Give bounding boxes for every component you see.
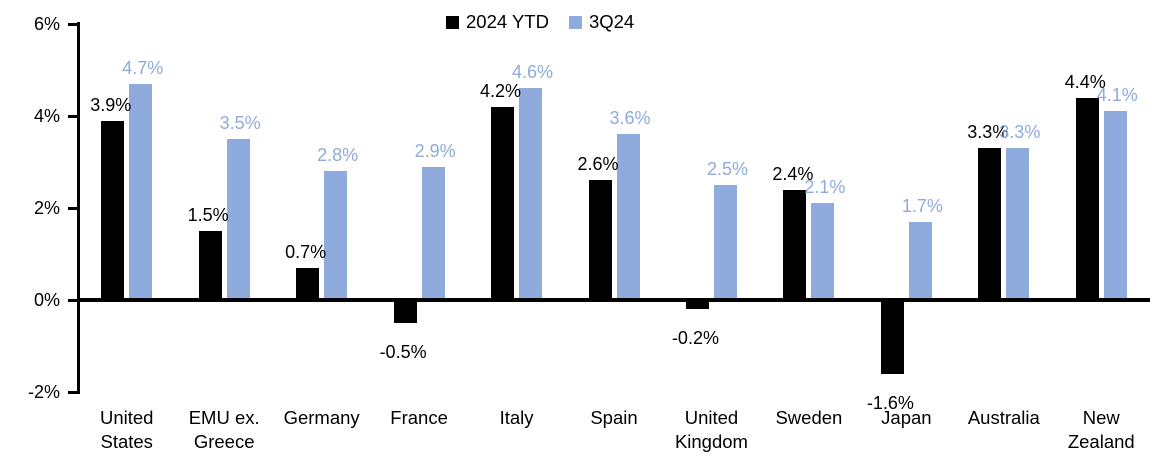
y-axis-tick-label-6: 6% [33, 14, 60, 34]
bar-2024-ytd-japan [880, 300, 904, 374]
category-label-emu-ex-greece: EMU ex. Greece [188, 407, 260, 452]
bar-3q24-spain [616, 134, 640, 300]
category-label-japan: Japan [881, 407, 932, 428]
bar-2024-ytd-spain [588, 180, 612, 300]
bar-label-3q24-new-zealand: 4.1% [1096, 85, 1138, 106]
y-axis-tick-mark [68, 114, 77, 118]
bar-2024-ytd-germany [296, 267, 320, 300]
legend-label-2024-ytd: 2024 YTD [466, 11, 549, 32]
bar-label-3q24-spain: 3.6% [609, 108, 651, 129]
bar-2024-ytd-united-kingdom [685, 300, 709, 310]
bar-label-3q24-italy: 4.6% [512, 62, 554, 83]
bar-2024-ytd-emu-ex-greece [198, 231, 222, 300]
bar-3q24-united-states [129, 83, 153, 300]
legend-label-3q24: 3Q24 [588, 11, 635, 32]
legend-item-2024-ytd: 2024 YTD [446, 11, 549, 33]
bar-3q24-emu-ex-greece [226, 139, 250, 300]
bar-label-3q24-united-kingdom: 2.5% [706, 159, 748, 179]
category-label-germany: Germany [283, 407, 360, 428]
bar-label-2024-ytd-france: -0.5% [379, 342, 427, 362]
bar-label-2024-ytd-japan: -1.6% [866, 392, 914, 413]
category-label-italy: Italy [499, 407, 534, 428]
bar-2024-ytd-italy [491, 106, 515, 300]
bar-label-3q24-germany: 2.8% [317, 145, 359, 166]
y-axis-line [76, 22, 80, 394]
bar-label-2024-ytd-spain: 2.6% [577, 154, 619, 175]
bar-label-2024-ytd-germany: 0.7% [285, 241, 327, 262]
bar-3q24-germany [324, 171, 348, 300]
legend-swatch-3q24 [568, 15, 582, 29]
category-label-united-kingdom: United Kingdom [674, 407, 748, 452]
bar-label-3q24-japan: 1.7% [901, 195, 943, 216]
y-axis-tick-mark [68, 390, 77, 394]
bar-label-3q24-united-states: 4.7% [122, 57, 164, 78]
bar-label-2024-ytd-united-kingdom: -0.2% [671, 328, 719, 349]
chart-legend: 2024 YTD 3Q24 [446, 11, 634, 33]
category-label-france: France [390, 407, 448, 428]
y-axis-tick-mark [68, 298, 77, 302]
bar-label-2024-ytd-sweden: 2.4% [772, 163, 814, 184]
bar-label-3q24-emu-ex-greece: 3.5% [219, 113, 261, 133]
bar-3q24-italy [519, 88, 543, 300]
category-label-sweden: Sweden [775, 407, 843, 428]
bar-2024-ytd-sweden [783, 189, 807, 300]
bar-3q24-new-zealand [1103, 111, 1127, 300]
y-axis-tick-label-2: 2% [33, 198, 60, 218]
category-label-new-zealand: New Zealand [1067, 407, 1135, 452]
category-label-spain: Spain [590, 407, 638, 428]
bar-label-2024-ytd-united-states: 3.9% [90, 94, 132, 115]
bar-label-2024-ytd-emu-ex-greece: 1.5% [187, 205, 229, 225]
bar-3q24-australia [1006, 148, 1030, 300]
bar-2024-ytd-france [393, 300, 417, 323]
bar-3q24-japan [908, 221, 932, 300]
legend-swatch-2024-ytd [446, 15, 459, 29]
y-axis-tick-label-4: 4% [33, 106, 60, 126]
bar-label-3q24-sweden: 2.1% [804, 177, 846, 198]
bar-label-3q24-australia: 3.3% [999, 122, 1041, 143]
y-axis-tick-label-0: 0% [33, 290, 60, 310]
bar-2024-ytd-australia [978, 148, 1002, 300]
bar-2024-ytd-new-zealand [1075, 97, 1099, 300]
bar-label-3q24-france: 2.9% [414, 140, 456, 161]
bar-label-2024-ytd-new-zealand: 4.4% [1064, 71, 1106, 92]
bar-2024-ytd-united-states [101, 120, 125, 300]
x-axis-line [76, 298, 1150, 302]
category-label-united-states: United States [99, 407, 154, 452]
category-label-australia: Australia [967, 407, 1040, 428]
y-axis-tick-mark [68, 22, 77, 26]
y-axis-tick-label-2: -2% [27, 382, 60, 402]
legend-item-3q24: 3Q24 [568, 11, 635, 33]
y-axis-tick-mark [68, 206, 77, 210]
bar-3q24-united-kingdom [713, 185, 737, 300]
bar-label-2024-ytd-australia: 3.3% [967, 122, 1009, 143]
bar-label-2024-ytd-italy: 4.2% [480, 80, 522, 101]
bar-3q24-france [421, 166, 445, 300]
bar-3q24-sweden [811, 203, 835, 300]
